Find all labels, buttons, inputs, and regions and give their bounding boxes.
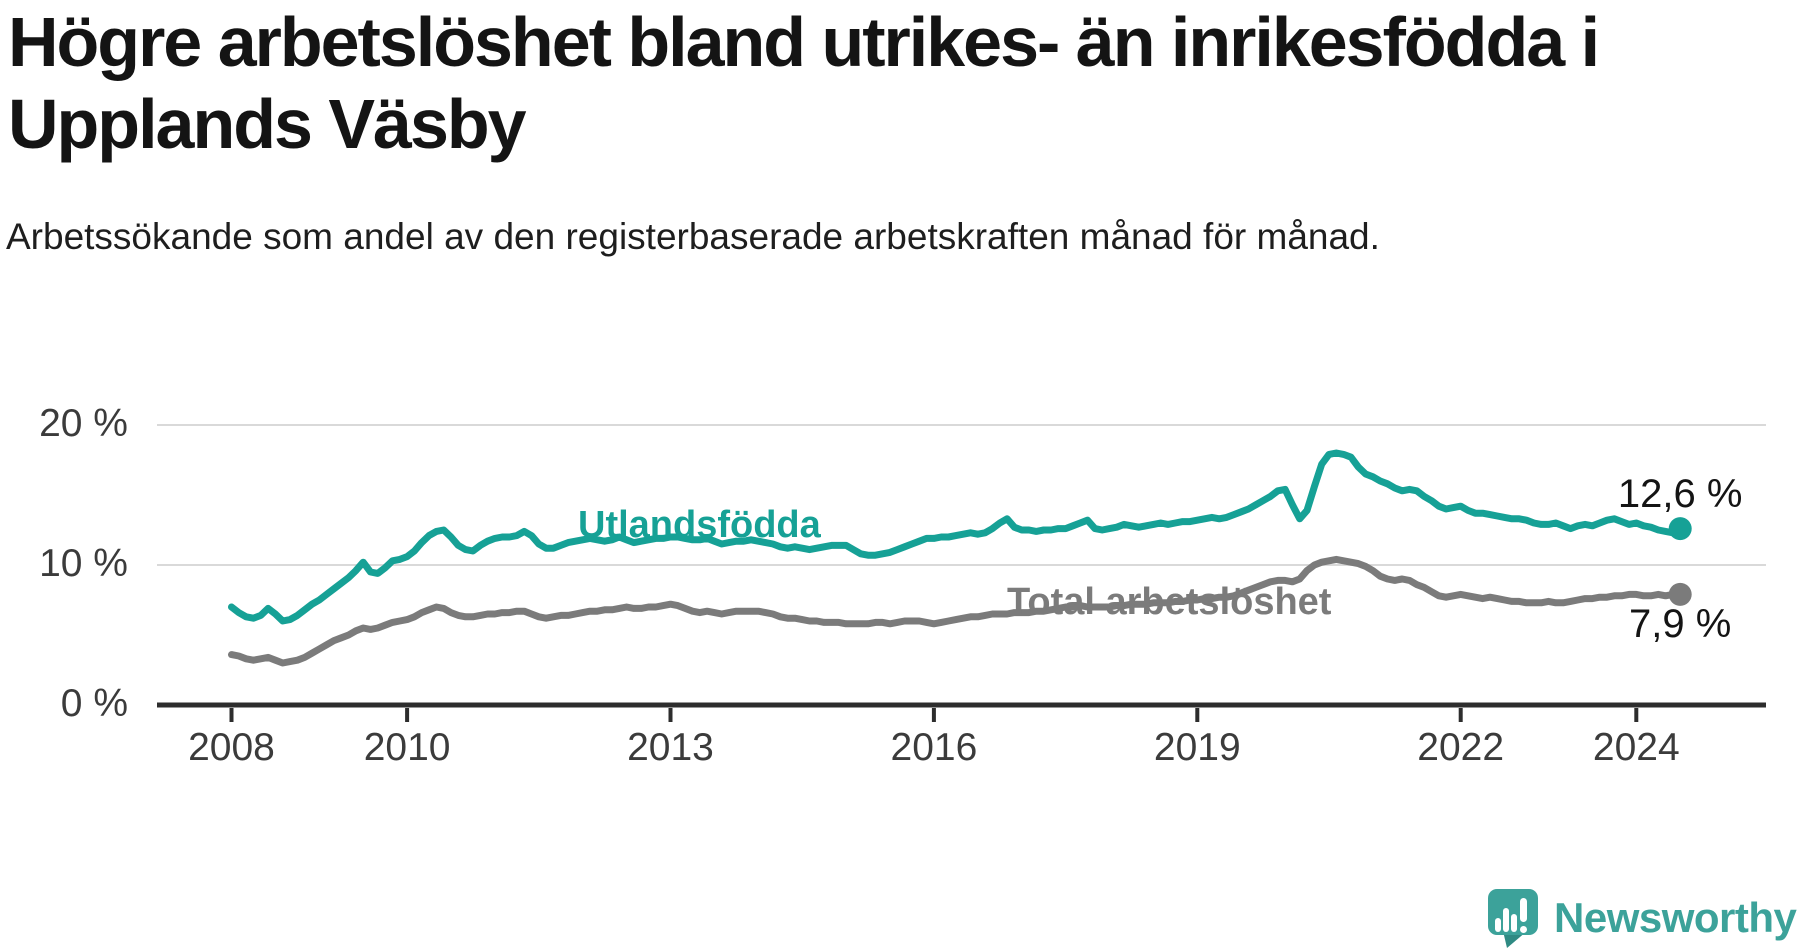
newsworthy-logo-icon [1488,889,1538,948]
series-end-dot [1668,582,1692,606]
series-line-utlandsfodda [228,449,1684,625]
chart-subtitle: Arbetssökande som andel av den registerb… [6,216,1380,257]
page-title: Högre arbetslöshet bland utrikes- än inr… [8,3,1600,163]
series-line-total [228,555,1684,667]
series-end-dot [1668,517,1692,541]
newsworthy-logo-text: Newsworthy [1554,894,1797,941]
